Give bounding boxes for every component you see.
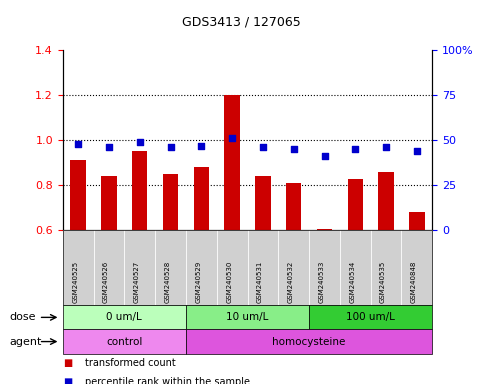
Text: GSM240525: GSM240525 [72,261,78,303]
Text: dose: dose [10,312,36,323]
Bar [71,161,86,230]
Text: GSM240533: GSM240533 [318,261,325,303]
Text: ■: ■ [63,377,72,384]
Point [198,142,205,149]
Text: homocysteine: homocysteine [272,336,346,347]
Text: GSM240535: GSM240535 [380,261,386,303]
Bar [101,176,117,230]
Text: transformed count: transformed count [85,358,175,368]
Bar [163,174,178,230]
Bar [225,95,240,230]
Text: GSM240848: GSM240848 [411,261,417,303]
Bar [286,183,301,230]
Point [382,144,390,151]
Text: GSM240530: GSM240530 [226,261,232,303]
Point [290,146,298,152]
Bar [378,172,394,230]
Text: percentile rank within the sample: percentile rank within the sample [85,377,250,384]
Text: GSM240526: GSM240526 [103,261,109,303]
Text: GSM240534: GSM240534 [349,261,355,303]
Bar [132,151,147,230]
Point [167,144,174,151]
Text: GSM240532: GSM240532 [288,261,294,303]
Text: 0 um/L: 0 um/L [106,312,142,323]
Text: GSM240528: GSM240528 [165,261,170,303]
Point [74,141,82,147]
Text: GDS3413 / 127065: GDS3413 / 127065 [182,15,301,28]
Text: ■: ■ [63,358,72,368]
Bar [348,179,363,230]
Point [259,144,267,151]
Text: agent: agent [10,336,42,347]
Bar [317,229,332,230]
Text: 100 um/L: 100 um/L [346,312,395,323]
Bar [409,212,425,230]
Point [228,135,236,141]
Text: GSM240529: GSM240529 [195,261,201,303]
Point [321,153,328,159]
Point [136,139,143,145]
Text: GSM240527: GSM240527 [134,261,140,303]
Text: control: control [106,336,142,347]
Text: GSM240531: GSM240531 [257,261,263,303]
Point [413,148,421,154]
Bar [255,176,270,230]
Point [352,146,359,152]
Point [105,144,113,151]
Bar [194,167,209,230]
Text: 10 um/L: 10 um/L [227,312,269,323]
